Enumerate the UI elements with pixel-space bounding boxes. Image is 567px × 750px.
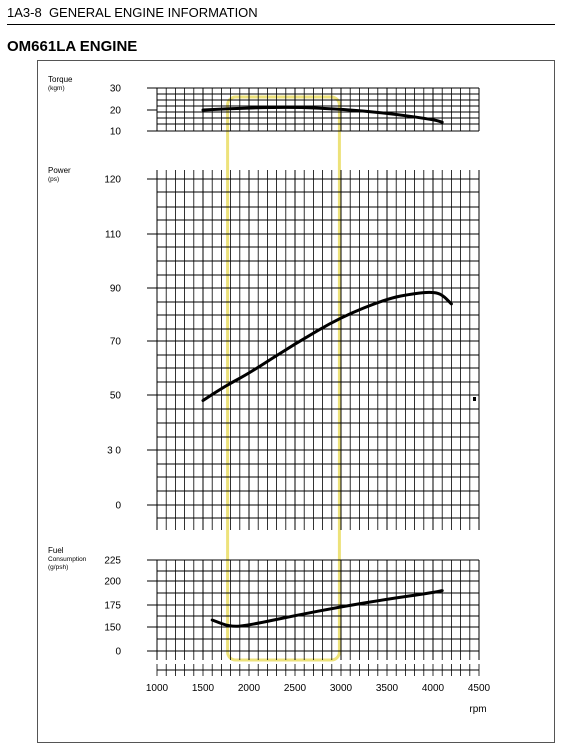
x-tick-label: 1000 [146, 683, 169, 694]
power-tick-label: 3 0 [107, 446, 121, 457]
torque-tick-label: 20 [110, 106, 122, 117]
x-tick-label: 3500 [376, 683, 399, 694]
chart-frame [37, 60, 555, 743]
power-axis-label: (ps) [48, 176, 59, 183]
fuel-tick-label: 150 [104, 623, 121, 634]
header-rule [7, 24, 555, 25]
power-tick-label: 50 [110, 391, 122, 402]
fuel-tick-label: 175 [104, 601, 121, 612]
fuel-axis-label: (g/psh) [48, 564, 68, 571]
fuel-tick-label: 225 [104, 556, 121, 567]
x-tick-label: 3000 [330, 683, 353, 694]
torque-curve [201, 105, 444, 124]
fuel-axis-label: Fuel [48, 546, 64, 555]
section-title: GENERAL ENGINE INFORMATION [48, 5, 258, 20]
power-tick-label: 120 [104, 175, 121, 186]
scan-mark [473, 397, 476, 401]
power-curve [201, 290, 453, 402]
torque-axis-label: (kgm) [48, 85, 65, 92]
power-tick-label: 110 [105, 230, 121, 241]
x-tick-label: 4500 [468, 683, 491, 694]
torque-tick-label: 30 [110, 84, 122, 95]
page-title: OM661LA ENGINE [7, 38, 138, 55]
power-tick-label: 0 [115, 501, 121, 512]
power-tick-label: 90 [110, 284, 122, 295]
x-tick-label: 2000 [238, 683, 261, 694]
power-axis-label: Power [48, 166, 71, 175]
fuel-tick-label: 0 [115, 647, 121, 658]
fuel-axis-label: Consumption [48, 556, 87, 563]
torque-tick-label: 10 [110, 127, 122, 138]
x-tick-label: 2500 [284, 683, 307, 694]
highlight-box [226, 95, 341, 662]
x-axis-label: rpm [469, 704, 486, 715]
power-tick-label: 70 [110, 337, 122, 348]
torque-axis-label: Torque [48, 75, 73, 84]
section-number: 1A3-8 [7, 5, 42, 20]
fuel-curve [210, 589, 444, 628]
page-header: 1A3-8 GENERAL ENGINE INFORMATION [7, 5, 258, 20]
fuel-tick-label: 200 [104, 577, 121, 588]
x-tick-label: 4000 [422, 683, 445, 694]
x-tick-label: 1500 [192, 683, 215, 694]
